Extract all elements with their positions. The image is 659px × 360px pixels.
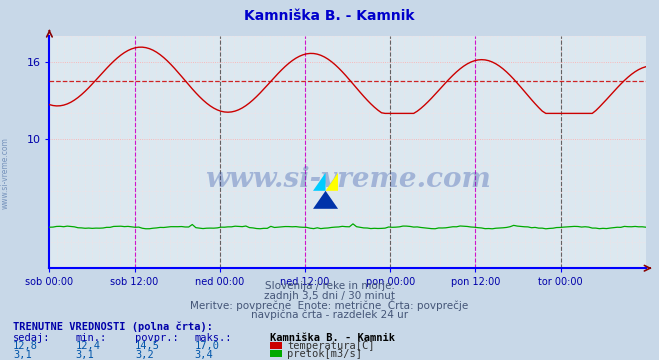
Text: Kamniška B. - Kamnik: Kamniška B. - Kamnik [244,9,415,23]
Text: 12,4: 12,4 [76,341,101,351]
Polygon shape [326,173,338,191]
Text: navpična črta - razdelek 24 ur: navpična črta - razdelek 24 ur [251,309,408,320]
Text: 3,1: 3,1 [76,350,94,360]
Text: min.:: min.: [76,333,107,343]
Text: 17,0: 17,0 [194,341,219,351]
Text: maks.:: maks.: [194,333,232,343]
Text: Slovenija / reke in morje.: Slovenija / reke in morje. [264,281,395,291]
Text: 12,8: 12,8 [13,341,38,351]
Text: zadnjh 3,5 dni / 30 minut: zadnjh 3,5 dni / 30 minut [264,291,395,301]
Text: 3,4: 3,4 [194,350,213,360]
Polygon shape [313,173,326,191]
Text: www.si-vreme.com: www.si-vreme.com [205,166,490,193]
Text: povpr.:: povpr.: [135,333,179,343]
Text: sedaj:: sedaj: [13,333,51,343]
Text: pretok[m3/s]: pretok[m3/s] [287,348,362,359]
Text: temperatura[C]: temperatura[C] [287,341,375,351]
Text: 3,2: 3,2 [135,350,154,360]
Text: www.si-vreme.com: www.si-vreme.com [1,137,10,209]
Text: TRENUTNE VREDNOSTI (polna črta):: TRENUTNE VREDNOSTI (polna črta): [13,321,213,332]
Text: 3,1: 3,1 [13,350,32,360]
Polygon shape [313,191,338,209]
Text: Kamniška B. - Kamnik: Kamniška B. - Kamnik [270,333,395,343]
Text: Meritve: povprečne  Enote: metrične  Črta: povprečje: Meritve: povprečne Enote: metrične Črta:… [190,299,469,311]
Text: 14,5: 14,5 [135,341,160,351]
